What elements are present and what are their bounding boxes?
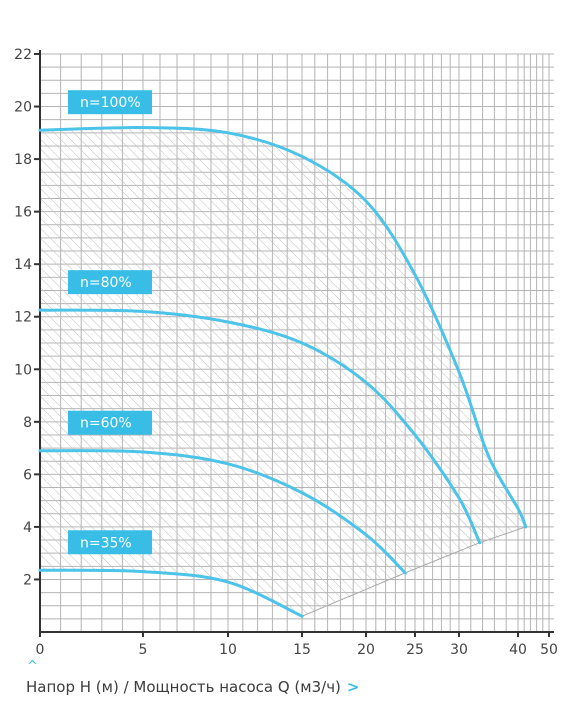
tick-labels: 2 4 6 8 10 12 14 16 18 20 22 0 5 10 15 20 25 30 40 50	[14, 47, 558, 658]
series-curve	[38, 449, 407, 575]
y-tick-label: 2	[23, 572, 32, 588]
x-tick-label: 50	[540, 642, 558, 658]
series-label-badge: n=80%	[68, 270, 152, 295]
series-curves	[38, 126, 528, 618]
series-label-background	[68, 530, 152, 555]
x-tick-label: 5	[139, 642, 148, 658]
y-tick-label: 22	[14, 47, 32, 63]
y-tick-label: 14	[14, 257, 32, 273]
caret-up-icon[interactable]: ^	[27, 659, 38, 674]
envelope-line	[301, 526, 526, 617]
x-tick-label: 30	[450, 642, 468, 658]
axis-caption: ^ Напор H (м) / Мощность насоса Q (м3/ч)…	[26, 660, 360, 699]
y-tick-label: 8	[23, 415, 32, 431]
series-curve	[38, 308, 482, 545]
x-tick-label: 40	[509, 642, 527, 658]
x-tick-label: 10	[219, 642, 237, 658]
y-tick-label: 20	[14, 100, 32, 116]
series-label-text: n=80%	[80, 275, 132, 291]
series-label-text: n=100%	[80, 95, 141, 111]
x-tick-label: 25	[406, 642, 424, 658]
y-tick-label: 6	[23, 467, 32, 483]
chevron-right-icon[interactable]: >	[346, 678, 360, 696]
y-tick-label: 16	[14, 205, 32, 221]
y-tick-label: 4	[23, 520, 32, 536]
axes	[39, 50, 554, 633]
series-label-badge: n=60%	[68, 410, 152, 435]
series-labels: n=100% n=80% n=60% n=35%	[68, 90, 152, 555]
series-label-background	[68, 410, 152, 435]
x-tick-label: 20	[357, 642, 375, 658]
x-tick-label: 15	[293, 642, 311, 658]
series-label-text: n=35%	[80, 535, 132, 551]
x-axis-label: Напор H (м) / Мощность насоса Q (м3/ч)	[26, 678, 341, 696]
series-label-background	[68, 90, 152, 115]
series-label-background	[68, 270, 152, 295]
y-tick-label: 10	[14, 362, 32, 378]
series-label-badge: n=100%	[68, 90, 152, 115]
y-tick-label: 12	[14, 310, 32, 326]
operating-area-hatch	[40, 127, 526, 617]
operating-area	[40, 127, 526, 617]
series-curve	[38, 126, 528, 529]
series-label-badge: n=35%	[68, 530, 152, 555]
y-tick-label: 18	[14, 152, 32, 168]
series-curve	[38, 568, 304, 618]
x-tick-label: 0	[36, 642, 45, 658]
series-label-text: n=60%	[80, 416, 132, 432]
